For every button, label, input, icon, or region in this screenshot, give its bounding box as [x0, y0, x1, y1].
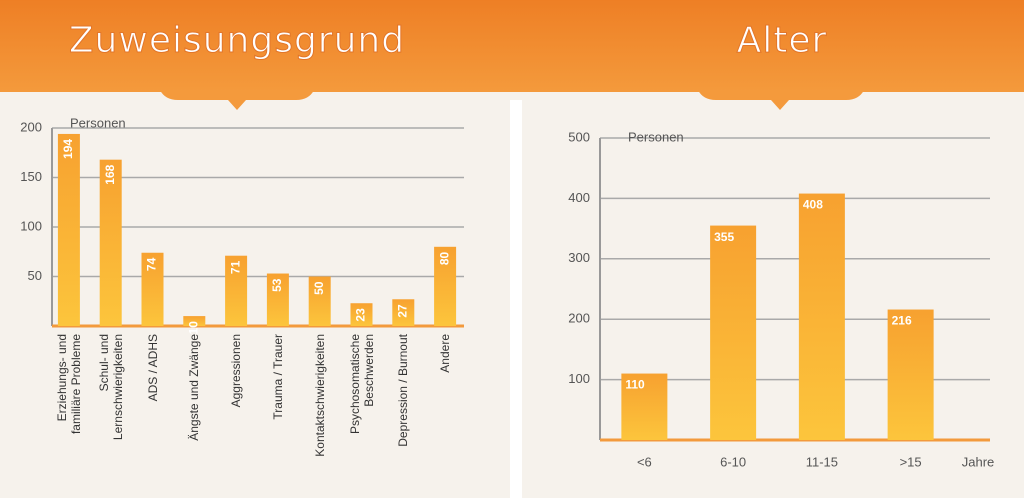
value-label: 168 [103, 164, 117, 184]
bar [183, 316, 206, 326]
value-label: 27 [395, 304, 409, 318]
value-label: 80 [437, 251, 451, 265]
bar [434, 246, 457, 326]
x-tick-label: Schul- und Lernschwierigkeiten [96, 334, 125, 441]
y-tick-label: 50 [28, 268, 42, 283]
bar [225, 255, 248, 326]
bar [392, 299, 415, 326]
x-tick-label: Aggressionen [229, 334, 244, 408]
bar [57, 133, 80, 326]
y-tick-label: 100 [568, 371, 590, 386]
y-tick-label: 200 [568, 311, 590, 326]
x-tick-label: Kontaktschwierigkeiten [312, 334, 327, 457]
y-tick-label: 200 [20, 119, 42, 134]
value-label: 53 [270, 278, 284, 292]
value-label: 74 [145, 257, 159, 271]
value-label: 355 [714, 230, 734, 244]
x-tick-label: 11-15 [806, 454, 838, 469]
y-tick-label: 300 [568, 250, 590, 265]
y-tick-label: 400 [568, 190, 590, 205]
y-axis-label: Personen [70, 115, 126, 130]
bar [350, 303, 373, 326]
value-label: 194 [61, 139, 75, 159]
x-tick-label: Andere [438, 334, 453, 373]
value-label: 110 [625, 378, 645, 392]
bar [621, 373, 668, 440]
x-tick-label: Erziehungs- und familiäre Probleme [54, 334, 83, 435]
value-label: 408 [803, 198, 823, 212]
value-label: 23 [354, 308, 368, 322]
y-axis-label: Personen [628, 129, 684, 144]
value-label: 50 [312, 281, 326, 295]
x-tick-label: Psychosomatische Beschwerden [347, 334, 376, 435]
chart-title: Alter [737, 20, 828, 61]
header [0, 0, 1024, 92]
divider [510, 100, 522, 498]
bar [798, 193, 845, 440]
value-label: 71 [228, 260, 242, 274]
header-tab [698, 90, 864, 110]
x-tick-label: Trauma / Trauer [270, 334, 285, 420]
x-tick-label: >15 [900, 454, 922, 469]
x-tick-label: 6-10 [720, 454, 746, 469]
y-tick-label: 500 [568, 129, 590, 144]
y-tick-label: 100 [20, 218, 42, 233]
bar [266, 273, 289, 326]
value-label: 216 [892, 314, 912, 328]
x-tick-label: ADS / ADHS [145, 334, 160, 402]
bar [308, 276, 331, 326]
bar [887, 309, 934, 440]
bar [710, 225, 757, 440]
bar [141, 252, 164, 326]
x-axis-label: Jahre [962, 454, 995, 469]
x-tick-label: Depression / Burnout [396, 334, 411, 447]
bar [99, 159, 122, 326]
chart-title: Zuweisungsgrund [69, 20, 405, 61]
x-tick-label: <6 [637, 454, 652, 469]
y-tick-label: 150 [20, 169, 42, 184]
value-label: 10 [186, 321, 200, 335]
header-tab [160, 90, 314, 110]
x-tick-label: Ängste und Zwänge [187, 334, 202, 441]
